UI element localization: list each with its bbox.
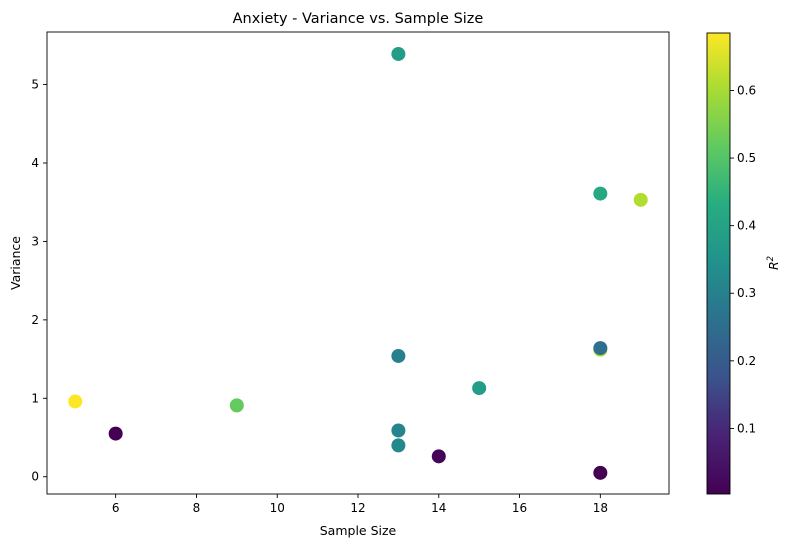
data-point bbox=[229, 398, 244, 413]
x-axis-label: Sample Size bbox=[320, 523, 397, 538]
data-point bbox=[391, 348, 406, 363]
x-axis-ticks: 6 8 10 12 14 16 18 bbox=[112, 494, 608, 515]
colorbar-ticks: 0.1 0.2 0.3 0.4 0.5 0.6 bbox=[730, 83, 756, 435]
colorbar-label-base: R bbox=[766, 261, 781, 270]
colorbar-tick-label: 0.3 bbox=[737, 286, 756, 300]
data-point bbox=[633, 192, 648, 207]
data-point bbox=[68, 394, 83, 409]
data-point bbox=[593, 341, 608, 356]
chart-title: Anxiety - Variance vs. Sample Size bbox=[233, 11, 484, 27]
colorbar bbox=[707, 33, 730, 494]
colorbar-tick-label: 0.5 bbox=[737, 151, 756, 165]
y-axis-ticks: 0 1 2 3 4 5 bbox=[31, 78, 47, 484]
y-tick-label: 3 bbox=[31, 234, 39, 248]
data-point bbox=[431, 449, 446, 464]
colorbar-label: R2 bbox=[766, 256, 781, 270]
data-point bbox=[108, 426, 123, 441]
colorbar-tick-label: 0.1 bbox=[737, 421, 756, 435]
y-tick-label: 0 bbox=[31, 470, 39, 484]
x-tick-label: 16 bbox=[512, 501, 527, 515]
data-point bbox=[472, 381, 487, 396]
plot-area bbox=[47, 32, 669, 494]
colorbar-frame bbox=[706, 32, 731, 495]
data-point bbox=[593, 465, 608, 480]
x-tick-label: 10 bbox=[270, 501, 285, 515]
data-point bbox=[391, 423, 406, 438]
data-point bbox=[391, 438, 406, 453]
x-tick-label: 14 bbox=[431, 501, 446, 515]
data-point bbox=[593, 186, 608, 201]
colorbar-tick-label: 0.6 bbox=[737, 83, 756, 97]
colorbar-tick-label: 0.4 bbox=[737, 219, 756, 233]
y-tick-label: 2 bbox=[31, 313, 39, 327]
colorbar-label-sup: 2 bbox=[766, 256, 776, 261]
y-axis-label: Variance bbox=[8, 236, 23, 290]
y-tick-label: 5 bbox=[31, 78, 39, 92]
x-tick-label: 12 bbox=[350, 501, 365, 515]
x-tick-label: 18 bbox=[593, 501, 608, 515]
y-tick-label: 4 bbox=[31, 156, 39, 170]
y-tick-label: 1 bbox=[31, 391, 39, 405]
x-tick-label: 8 bbox=[193, 501, 201, 515]
colorbar-tick-label: 0.2 bbox=[737, 354, 756, 368]
x-tick-label: 6 bbox=[112, 501, 120, 515]
data-point bbox=[391, 46, 406, 61]
data-points bbox=[68, 46, 648, 480]
